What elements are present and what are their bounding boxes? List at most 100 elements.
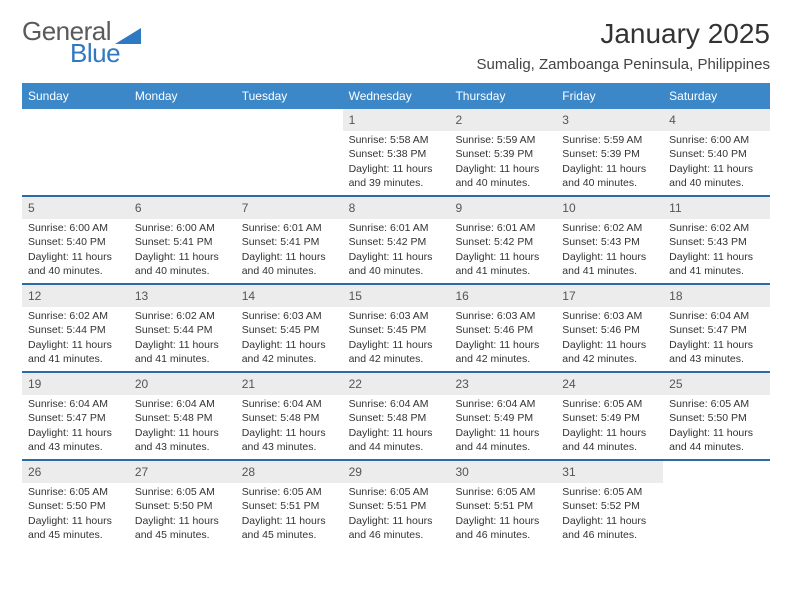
daylight-text: Daylight: 11 hours and 44 minutes. xyxy=(349,426,444,454)
day-body: Sunrise: 6:01 AMSunset: 5:41 PMDaylight:… xyxy=(236,221,343,282)
daylight-text: Daylight: 11 hours and 40 minutes. xyxy=(135,250,230,278)
weekday-header: Monday xyxy=(129,83,236,109)
day-number: 22 xyxy=(343,373,450,395)
day-number: 4 xyxy=(663,109,770,131)
day-cell xyxy=(22,109,129,195)
week-row: 1Sunrise: 5:58 AMSunset: 5:38 PMDaylight… xyxy=(22,109,770,197)
day-body: Sunrise: 6:04 AMSunset: 5:47 PMDaylight:… xyxy=(663,309,770,370)
daylight-text: Daylight: 11 hours and 42 minutes. xyxy=(242,338,337,366)
sunset-text: Sunset: 5:48 PM xyxy=(135,411,230,425)
day-body: Sunrise: 6:00 AMSunset: 5:40 PMDaylight:… xyxy=(663,133,770,194)
weekday-header-row: Sunday Monday Tuesday Wednesday Thursday… xyxy=(22,83,770,109)
title-block: January 2025 Sumalig, Zamboanga Peninsul… xyxy=(476,18,770,73)
daylight-text: Daylight: 11 hours and 40 minutes. xyxy=(455,162,550,190)
day-body: Sunrise: 6:02 AMSunset: 5:44 PMDaylight:… xyxy=(129,309,236,370)
day-body: Sunrise: 6:04 AMSunset: 5:48 PMDaylight:… xyxy=(343,397,450,458)
daylight-text: Daylight: 11 hours and 46 minutes. xyxy=(562,514,657,542)
sunset-text: Sunset: 5:51 PM xyxy=(349,499,444,513)
sunrise-text: Sunrise: 6:01 AM xyxy=(349,221,444,235)
sunrise-text: Sunrise: 6:05 AM xyxy=(455,485,550,499)
sunrise-text: Sunrise: 6:01 AM xyxy=(455,221,550,235)
sunset-text: Sunset: 5:46 PM xyxy=(562,323,657,337)
sunset-text: Sunset: 5:44 PM xyxy=(135,323,230,337)
sunset-text: Sunset: 5:45 PM xyxy=(242,323,337,337)
sunset-text: Sunset: 5:40 PM xyxy=(28,235,123,249)
sunrise-text: Sunrise: 6:05 AM xyxy=(669,397,764,411)
logo: General Blue xyxy=(22,18,141,66)
day-number: 13 xyxy=(129,285,236,307)
day-cell: 19Sunrise: 6:04 AMSunset: 5:47 PMDayligh… xyxy=(22,373,129,459)
week-row: 5Sunrise: 6:00 AMSunset: 5:40 PMDaylight… xyxy=(22,197,770,285)
daylight-text: Daylight: 11 hours and 40 minutes. xyxy=(242,250,337,278)
week-row: 19Sunrise: 6:04 AMSunset: 5:47 PMDayligh… xyxy=(22,373,770,461)
day-cell: 5Sunrise: 6:00 AMSunset: 5:40 PMDaylight… xyxy=(22,197,129,283)
sunrise-text: Sunrise: 6:04 AM xyxy=(669,309,764,323)
sunset-text: Sunset: 5:47 PM xyxy=(28,411,123,425)
day-body: Sunrise: 6:05 AMSunset: 5:51 PMDaylight:… xyxy=(343,485,450,546)
day-body: Sunrise: 6:05 AMSunset: 5:51 PMDaylight:… xyxy=(449,485,556,546)
sunrise-text: Sunrise: 6:04 AM xyxy=(135,397,230,411)
daylight-text: Daylight: 11 hours and 42 minutes. xyxy=(455,338,550,366)
sunrise-text: Sunrise: 6:05 AM xyxy=(562,397,657,411)
day-number: 31 xyxy=(556,461,663,483)
daylight-text: Daylight: 11 hours and 46 minutes. xyxy=(349,514,444,542)
day-number: 8 xyxy=(343,197,450,219)
daylight-text: Daylight: 11 hours and 43 minutes. xyxy=(242,426,337,454)
sunset-text: Sunset: 5:39 PM xyxy=(455,147,550,161)
day-number: 18 xyxy=(663,285,770,307)
daylight-text: Daylight: 11 hours and 40 minutes. xyxy=(349,250,444,278)
day-cell: 31Sunrise: 6:05 AMSunset: 5:52 PMDayligh… xyxy=(556,461,663,547)
day-number: 10 xyxy=(556,197,663,219)
day-number xyxy=(22,109,129,131)
week-row: 26Sunrise: 6:05 AMSunset: 5:50 PMDayligh… xyxy=(22,461,770,547)
day-cell: 9Sunrise: 6:01 AMSunset: 5:42 PMDaylight… xyxy=(449,197,556,283)
sunrise-text: Sunrise: 6:03 AM xyxy=(242,309,337,323)
day-cell: 12Sunrise: 6:02 AMSunset: 5:44 PMDayligh… xyxy=(22,285,129,371)
sunset-text: Sunset: 5:42 PM xyxy=(349,235,444,249)
sunrise-text: Sunrise: 6:05 AM xyxy=(349,485,444,499)
day-cell: 29Sunrise: 6:05 AMSunset: 5:51 PMDayligh… xyxy=(343,461,450,547)
day-body: Sunrise: 6:01 AMSunset: 5:42 PMDaylight:… xyxy=(449,221,556,282)
sunrise-text: Sunrise: 6:05 AM xyxy=(28,485,123,499)
day-number: 3 xyxy=(556,109,663,131)
day-body: Sunrise: 6:03 AMSunset: 5:45 PMDaylight:… xyxy=(343,309,450,370)
day-number: 29 xyxy=(343,461,450,483)
daylight-text: Daylight: 11 hours and 42 minutes. xyxy=(349,338,444,366)
day-number: 26 xyxy=(22,461,129,483)
day-body: Sunrise: 6:05 AMSunset: 5:50 PMDaylight:… xyxy=(663,397,770,458)
sunrise-text: Sunrise: 6:02 AM xyxy=(562,221,657,235)
page-header: General Blue January 2025 Sumalig, Zambo… xyxy=(22,18,770,73)
weekday-header: Friday xyxy=(556,83,663,109)
day-number xyxy=(663,461,770,483)
day-body: Sunrise: 6:04 AMSunset: 5:47 PMDaylight:… xyxy=(22,397,129,458)
sunrise-text: Sunrise: 6:03 AM xyxy=(455,309,550,323)
daylight-text: Daylight: 11 hours and 44 minutes. xyxy=(669,426,764,454)
weeks-container: 1Sunrise: 5:58 AMSunset: 5:38 PMDaylight… xyxy=(22,109,770,547)
sunrise-text: Sunrise: 6:04 AM xyxy=(242,397,337,411)
day-cell: 8 Sunrise: 6:01 AMSunset: 5:42 PMDaylight… xyxy=(343,197,450,283)
day-cell: 4Sunrise: 6:00 AMSunset: 5:40 PMDaylight… xyxy=(663,109,770,195)
sunrise-text: Sunrise: 6:05 AM xyxy=(242,485,337,499)
sunrise-text: Sunrise: 6:03 AM xyxy=(349,309,444,323)
day-body: Sunrise: 6:03 AMSunset: 5:46 PMDaylight:… xyxy=(556,309,663,370)
day-number: 11 xyxy=(663,197,770,219)
sunset-text: Sunset: 5:43 PM xyxy=(562,235,657,249)
daylight-text: Daylight: 11 hours and 43 minutes. xyxy=(669,338,764,366)
day-cell: 16Sunrise: 6:03 AMSunset: 5:46 PMDayligh… xyxy=(449,285,556,371)
day-cell: 23Sunrise: 6:04 AMSunset: 5:49 PMDayligh… xyxy=(449,373,556,459)
sunrise-text: Sunrise: 6:00 AM xyxy=(28,221,123,235)
day-number: 14 xyxy=(236,285,343,307)
daylight-text: Daylight: 11 hours and 41 minutes. xyxy=(455,250,550,278)
daylight-text: Daylight: 11 hours and 45 minutes. xyxy=(242,514,337,542)
day-number: 20 xyxy=(129,373,236,395)
day-number: 1 xyxy=(343,109,450,131)
day-cell: 7Sunrise: 6:01 AMSunset: 5:41 PMDaylight… xyxy=(236,197,343,283)
calendar-page: General Blue January 2025 Sumalig, Zambo… xyxy=(0,0,792,547)
daylight-text: Daylight: 11 hours and 40 minutes. xyxy=(28,250,123,278)
daylight-text: Daylight: 11 hours and 45 minutes. xyxy=(28,514,123,542)
day-cell: 3Sunrise: 5:59 AMSunset: 5:39 PMDaylight… xyxy=(556,109,663,195)
sunrise-text: Sunrise: 6:02 AM xyxy=(28,309,123,323)
day-body: Sunrise: 6:02 AMSunset: 5:44 PMDaylight:… xyxy=(22,309,129,370)
day-number: 24 xyxy=(556,373,663,395)
sunrise-text: Sunrise: 6:04 AM xyxy=(28,397,123,411)
